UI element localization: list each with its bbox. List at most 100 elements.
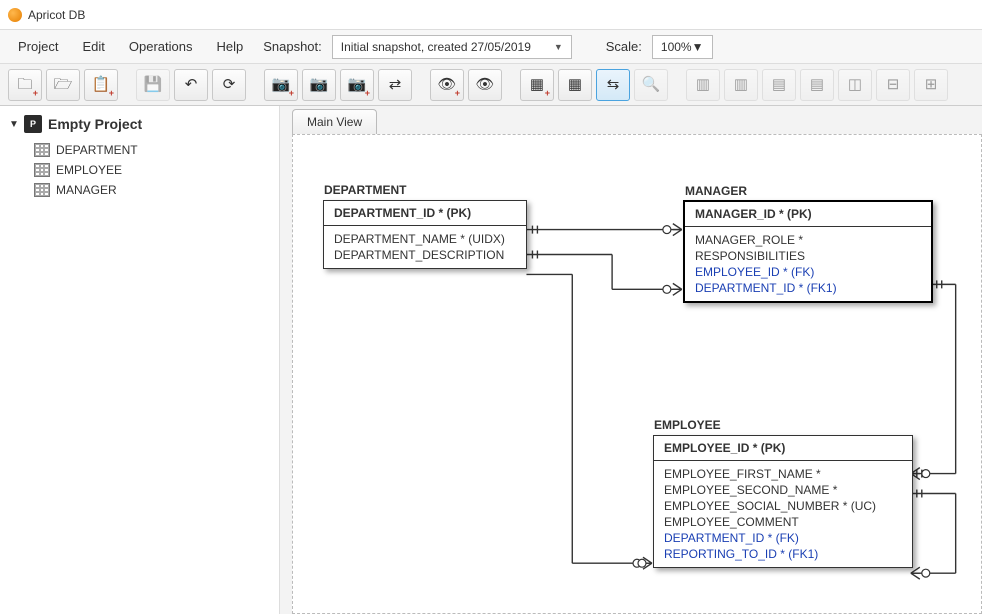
table-new-icon: ▦ [530, 77, 544, 92]
entity-title: MANAGER [685, 184, 747, 198]
entity-field: REPORTING_TO_ID * (FK1) [664, 546, 902, 562]
entity-field: EMPLOYEE_SOCIAL_NUMBER * (UC) [664, 498, 902, 514]
plus-badge-icon: + [365, 88, 370, 98]
scale-label: Scale: [600, 39, 648, 54]
snapshot-dropdown[interactable]: Initial snapshot, created 27/05/2019 ▼ [332, 35, 572, 59]
menu-help[interactable]: Help [206, 35, 253, 58]
entity-field: EMPLOYEE_SECOND_NAME * [664, 482, 902, 498]
toolbar-list-button[interactable]: 📋+ [84, 69, 118, 101]
toolbar-snapshot-new-button[interactable]: 📷+ [264, 69, 298, 101]
entity-fields: MANAGER_ROLE *RESPONSIBILITIESEMPLOYEE_I… [685, 227, 931, 301]
chevron-down-icon: ▼ [692, 40, 704, 54]
entity-title: EMPLOYEE [654, 418, 721, 432]
menu-edit[interactable]: Edit [72, 35, 114, 58]
align-top-icon: ▤ [772, 77, 786, 92]
toolbar-same-width-button: ◫ [838, 69, 872, 101]
toolbar-same-height-button: ⊟ [876, 69, 910, 101]
snapshot-view-icon: 📷 [348, 77, 367, 92]
project-tree-root[interactable]: ▼ P Empty Project [4, 112, 275, 136]
plus-badge-icon: + [33, 88, 38, 98]
tree-table-employee[interactable]: EMPLOYEE [32, 160, 275, 180]
toolbar-save-button: 💾 [136, 69, 170, 101]
entity-field: DEPARTMENT_ID * (FK) [664, 530, 902, 546]
project-icon: P [24, 115, 42, 133]
entity-field: EMPLOYEE_ID * (FK) [695, 264, 921, 280]
snapshot-label: Snapshot: [257, 39, 328, 54]
align-left-icon: ▥ [696, 77, 710, 92]
toolbar-search-button: 🔍 [634, 69, 668, 101]
snapshot-value: Initial snapshot, created 27/05/2019 [341, 40, 531, 54]
project-name: Empty Project [48, 116, 142, 132]
entity-field: DEPARTMENT_DESCRIPTION [334, 247, 516, 263]
toolbar-align-left-button: ▥ [686, 69, 720, 101]
plus-badge-icon: + [455, 88, 460, 98]
show-icon: 👁 [437, 77, 456, 92]
toolbar-new-project-button[interactable]: 🗀+ [8, 69, 42, 101]
align-right-icon: ▥ [734, 77, 748, 92]
entity-title: DEPARTMENT [324, 183, 406, 197]
entity-field: DEPARTMENT_ID * (FK1) [695, 280, 921, 296]
toolbar-table-edit-button[interactable]: ▦ [558, 69, 592, 101]
menu-bar: Project Edit Operations Help Snapshot: I… [0, 30, 982, 64]
entity-employee[interactable]: EMPLOYEEEMPLOYEE_ID * (PK)EMPLOYEE_FIRST… [653, 435, 913, 568]
toolbar-snapshot-view-button[interactable]: 📷+ [340, 69, 374, 101]
entity-manager[interactable]: MANAGERMANAGER_ID * (PK)MANAGER_ROLE *RE… [683, 200, 933, 303]
toolbar-relation-button[interactable]: ⇆ [596, 69, 630, 101]
tree-table-department[interactable]: DEPARTMENT [32, 140, 275, 160]
scale-dropdown[interactable]: 100% ▼ [652, 35, 713, 59]
sidebar: ▼ P Empty Project DEPARTMENT EMPLOYEE MANA… [0, 106, 280, 614]
menu-project[interactable]: Project [8, 35, 68, 58]
plus-badge-icon: + [289, 88, 294, 98]
entity-pk: MANAGER_ID * (PK) [685, 202, 931, 227]
compare-icon: ⇄ [389, 77, 402, 92]
entity-pk: DEPARTMENT_ID * (PK) [324, 201, 526, 226]
canvas-tabs: Main View [280, 106, 982, 134]
tree-table-label: EMPLOYEE [56, 163, 122, 177]
entity-field: EMPLOYEE_COMMENT [664, 514, 902, 530]
toolbar-align-top-button: ▤ [762, 69, 796, 101]
entity-field: EMPLOYEE_FIRST_NAME * [664, 466, 902, 482]
toolbar-align-bottom-button: ▤ [800, 69, 834, 101]
undo-icon: ↶ [185, 77, 198, 92]
toolbar-table-new-button[interactable]: ▦+ [520, 69, 554, 101]
relation-icon: ⇆ [607, 77, 620, 92]
entity-fields: EMPLOYEE_FIRST_NAME *EMPLOYEE_SECOND_NAM… [654, 461, 912, 567]
align-bottom-icon: ▤ [810, 77, 824, 92]
tree-collapse-icon[interactable]: ▼ [8, 119, 20, 130]
chevron-down-icon: ▼ [554, 42, 563, 52]
app-title: Apricot DB [28, 8, 85, 22]
table-edit-icon: ▦ [568, 77, 582, 92]
same-height-icon: ⊟ [887, 77, 900, 92]
toolbar-snapshot-edit-button[interactable]: 📷 [302, 69, 336, 101]
same-width-icon: ◫ [848, 77, 862, 92]
canvas-area: Main View DEPARTMENTDEPARTMENT_ID * (PK)… [280, 106, 982, 614]
tree-table-label: MANAGER [56, 183, 117, 197]
entity-department[interactable]: DEPARTMENTDEPARTMENT_ID * (PK)DEPARTMENT… [323, 200, 527, 269]
erd-canvas[interactable]: DEPARTMENTDEPARTMENT_ID * (PK)DEPARTMENT… [292, 134, 982, 614]
new-project-icon: 🗀 [17, 77, 32, 92]
toolbar-minimize-width-button: ⊞ [914, 69, 948, 101]
tab-main-view[interactable]: Main View [292, 109, 377, 134]
snapshot-new-icon: 📷 [272, 77, 291, 92]
tree-table-manager[interactable]: MANAGER [32, 180, 275, 200]
snapshot-edit-icon: 📷 [310, 77, 329, 92]
toolbar-undo-button[interactable]: ↶ [174, 69, 208, 101]
search-icon: 🔍 [642, 77, 661, 92]
toolbar-open-button[interactable]: 🗁 [46, 69, 80, 101]
hide-icon: 👁 [475, 77, 494, 92]
toolbar-align-right-button: ▥ [724, 69, 758, 101]
toolbar: 🗀+🗁📋+💾↶⟳📷+📷📷+⇄👁+👁▦+▦⇆🔍▥▥▤▤◫⊟⊞ [0, 64, 982, 106]
table-icon [34, 143, 50, 157]
save-icon: 💾 [144, 77, 163, 92]
toolbar-hide-button[interactable]: 👁 [468, 69, 502, 101]
table-icon [34, 163, 50, 177]
scale-value: 100% [661, 40, 692, 54]
entity-field: RESPONSIBILITIES [695, 248, 921, 264]
entity-fields: DEPARTMENT_NAME * (UIDX)DEPARTMENT_DESCR… [324, 226, 526, 268]
table-icon [34, 183, 50, 197]
toolbar-compare-button[interactable]: ⇄ [378, 69, 412, 101]
toolbar-show-button[interactable]: 👁+ [430, 69, 464, 101]
toolbar-refresh-button[interactable]: ⟳ [212, 69, 246, 101]
title-bar: Apricot DB [0, 0, 982, 30]
menu-operations[interactable]: Operations [119, 35, 203, 58]
